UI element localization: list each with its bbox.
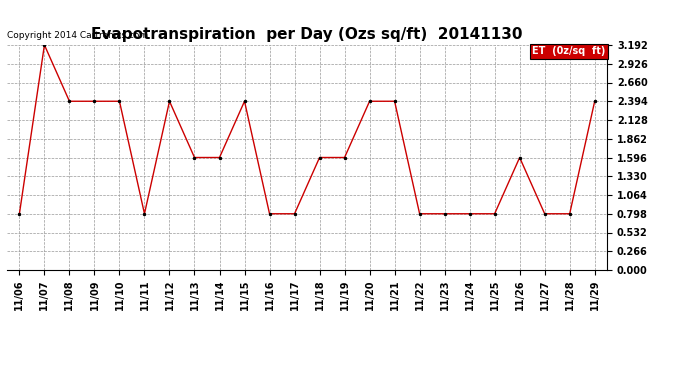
Text: Copyright 2014 Cartronics.com: Copyright 2014 Cartronics.com — [7, 32, 148, 40]
Title: Evapotranspiration  per Day (Ozs sq/ft)  20141130: Evapotranspiration per Day (Ozs sq/ft) 2… — [91, 27, 523, 42]
Text: ET  (0z/sq  ft): ET (0z/sq ft) — [533, 46, 606, 56]
